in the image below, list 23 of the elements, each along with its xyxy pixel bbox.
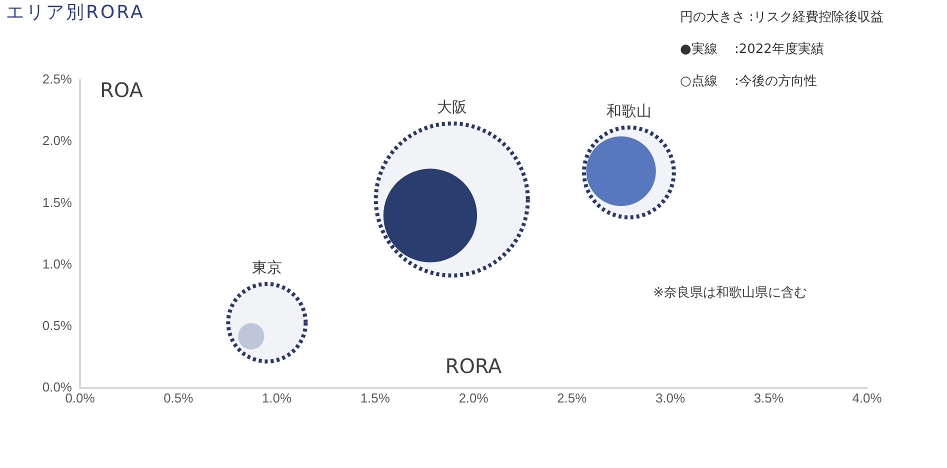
y-tick-label: 1.0%	[42, 256, 72, 272]
y-axis-title: ROA	[100, 78, 144, 102]
text: 円の大きさ :リスク経費控除後収益	[680, 9, 884, 26]
x-tick-label: 2.5%	[557, 390, 588, 406]
annotation: ※奈良県は和歌山県に含む	[653, 285, 807, 300]
x-tick-label: 3.0%	[655, 390, 686, 406]
y-tick-label: 0.5%	[42, 318, 72, 333]
text: ●実線 :2022年度実績	[680, 41, 825, 58]
y-tick-label: 1.5%	[42, 194, 72, 210]
x-tick-label: 4.0%	[852, 390, 882, 406]
annotation: 大阪	[436, 98, 467, 116]
x-axis-title: RORA	[445, 354, 502, 378]
x-tick-label: 0.5%	[164, 390, 194, 406]
annotation: ○点線 :今後の方向性	[680, 73, 818, 90]
y-tick-label: 2.5%	[42, 72, 72, 87]
x-tick-label: 2.0%	[458, 390, 489, 406]
x-tick-label: 1.5%	[360, 390, 390, 406]
annotation: 和歌山	[606, 102, 652, 120]
x-tick-label: 1.0%	[262, 390, 292, 406]
x-tick-label: 3.5%	[754, 390, 784, 406]
y-tick-label: 2.0%	[42, 133, 72, 148]
chart-title: エリア別RORA	[6, 1, 145, 24]
annotation: 東京	[252, 258, 282, 276]
